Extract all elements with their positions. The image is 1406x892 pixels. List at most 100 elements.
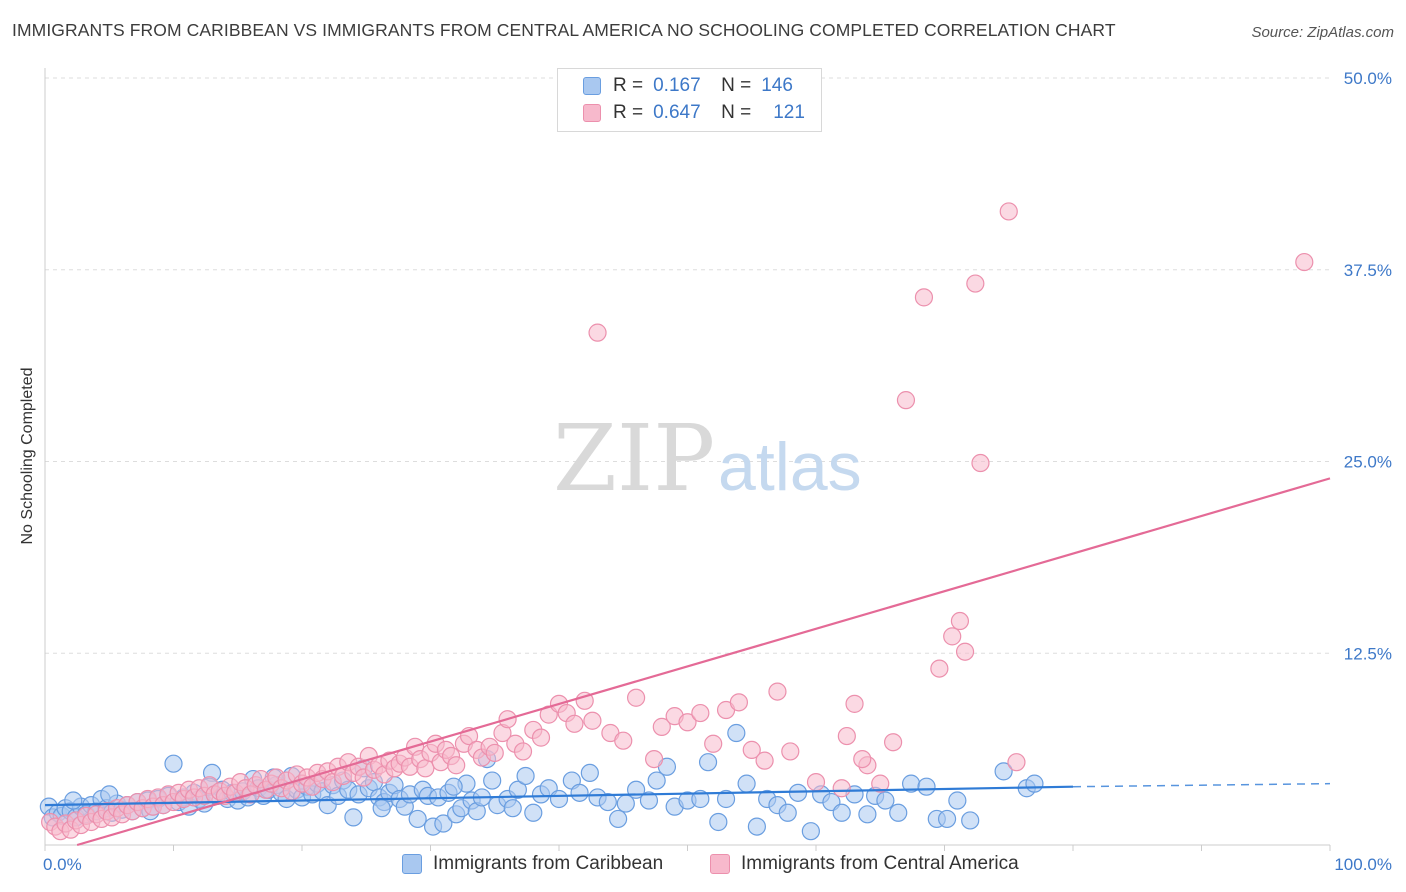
bottom-legend-label-central-america: Immigrants from Central America (741, 853, 1019, 874)
data-point (583, 711, 602, 730)
data-point (747, 817, 766, 836)
data-point (570, 783, 589, 802)
y-tick-label: 12.5% (1344, 644, 1392, 663)
data-point (485, 743, 504, 763)
legend-r-label: R = (613, 102, 644, 123)
legend-row-central-america: R = 0.647 N = 121 (558, 100, 805, 126)
data-point (691, 703, 710, 723)
watermark-atlas: atlas (718, 429, 862, 505)
watermark-zip: ZIP (553, 405, 715, 512)
data-point (647, 771, 666, 790)
watermark: ZIP atlas (553, 405, 862, 512)
data-point (1025, 774, 1044, 793)
data-point (644, 749, 664, 769)
data-point (164, 754, 183, 773)
data-point (778, 803, 797, 822)
data-point (937, 809, 957, 829)
legend-row-caribbean: R = 0.167 N = 146 (558, 73, 793, 99)
data-point (806, 773, 826, 792)
trend-line-caribbean-extension (1072, 782, 1331, 788)
y-tick-label: 37.5% (1344, 261, 1392, 280)
trend-line-central-america (76, 477, 1331, 847)
data-point (614, 731, 633, 750)
data-point (434, 814, 453, 833)
data-point (483, 771, 502, 790)
data-point (691, 789, 710, 809)
data-point (1295, 252, 1314, 272)
legend-n-label: N = (721, 102, 752, 123)
legend-n-value: 146 (761, 75, 793, 96)
data-point (950, 611, 970, 631)
chart-title: IMMIGRANTS FROM CARIBBEAN VS IMMIGRANTS … (12, 20, 1116, 40)
data-point (626, 688, 646, 707)
data-point (727, 723, 746, 743)
data-point (678, 713, 697, 732)
data-point (930, 659, 949, 678)
data-point (755, 751, 774, 770)
data-point (832, 803, 851, 822)
data-point (549, 789, 569, 809)
legend-n-value: 121 (773, 102, 805, 123)
legend-r-label: R = (613, 75, 644, 96)
data-point (876, 791, 895, 810)
series-central-america-points (41, 202, 1314, 841)
legend-r-value: 0.167 (653, 75, 701, 96)
data-point (524, 803, 543, 822)
legend-n-label: N = (721, 75, 752, 96)
data-point (575, 691, 594, 710)
data-point (845, 694, 864, 713)
data-point (883, 733, 903, 752)
bottom-legend-caribbean: Immigrants from Caribbean (402, 851, 663, 877)
data-point (788, 783, 808, 802)
bottom-legend-central-america: Immigrants from Central America (710, 851, 1019, 877)
data-point (853, 749, 872, 769)
data-point (698, 753, 718, 772)
y-tick-label: 25.0% (1344, 453, 1392, 472)
data-point (64, 791, 83, 810)
data-point (652, 717, 671, 736)
data-point (503, 799, 522, 818)
data-point (588, 323, 607, 342)
legend-swatch-caribbean (583, 77, 601, 95)
data-point (889, 803, 908, 822)
data-point (943, 627, 962, 646)
data-point (768, 682, 787, 701)
data-point (729, 693, 749, 712)
data-point (801, 822, 820, 841)
tick-labels: 12.5% 25.0% 37.5% 50.0% 0.0% 100.0% (43, 69, 1392, 874)
data-point (639, 791, 659, 810)
data-point (416, 759, 435, 778)
data-point (948, 791, 967, 810)
correlation-legend: R = 0.167 N = 146 R = 0.647 N = 121 (557, 68, 822, 132)
bottom-legend-swatch-central-america (710, 854, 730, 874)
data-point (531, 728, 551, 747)
data-point (914, 288, 934, 307)
data-point (716, 789, 736, 809)
trend-line-caribbean (44, 785, 1074, 807)
data-point (372, 799, 391, 818)
data-point (994, 762, 1013, 781)
bottom-legend-swatch-caribbean (402, 854, 422, 874)
data-point (447, 756, 466, 775)
data-point (709, 812, 728, 832)
x-tick-label-min: 0.0% (43, 855, 82, 874)
data-point (513, 742, 533, 761)
data-point (580, 763, 599, 783)
data-point (704, 734, 723, 753)
data-point (999, 202, 1018, 221)
data-point (955, 642, 975, 661)
data-point (858, 805, 877, 824)
data-point (508, 780, 527, 799)
legend-swatch-central-america (583, 104, 601, 122)
data-point (896, 391, 916, 410)
x-tick-label-max: 100.0% (1334, 855, 1392, 874)
data-point (917, 777, 936, 796)
data-point (781, 742, 800, 761)
data-point (516, 766, 535, 786)
data-point (832, 779, 851, 798)
data-point (1007, 753, 1026, 772)
y-tick-label: 50.0% (1344, 69, 1392, 88)
data-point (742, 740, 761, 759)
data-point (444, 777, 463, 796)
